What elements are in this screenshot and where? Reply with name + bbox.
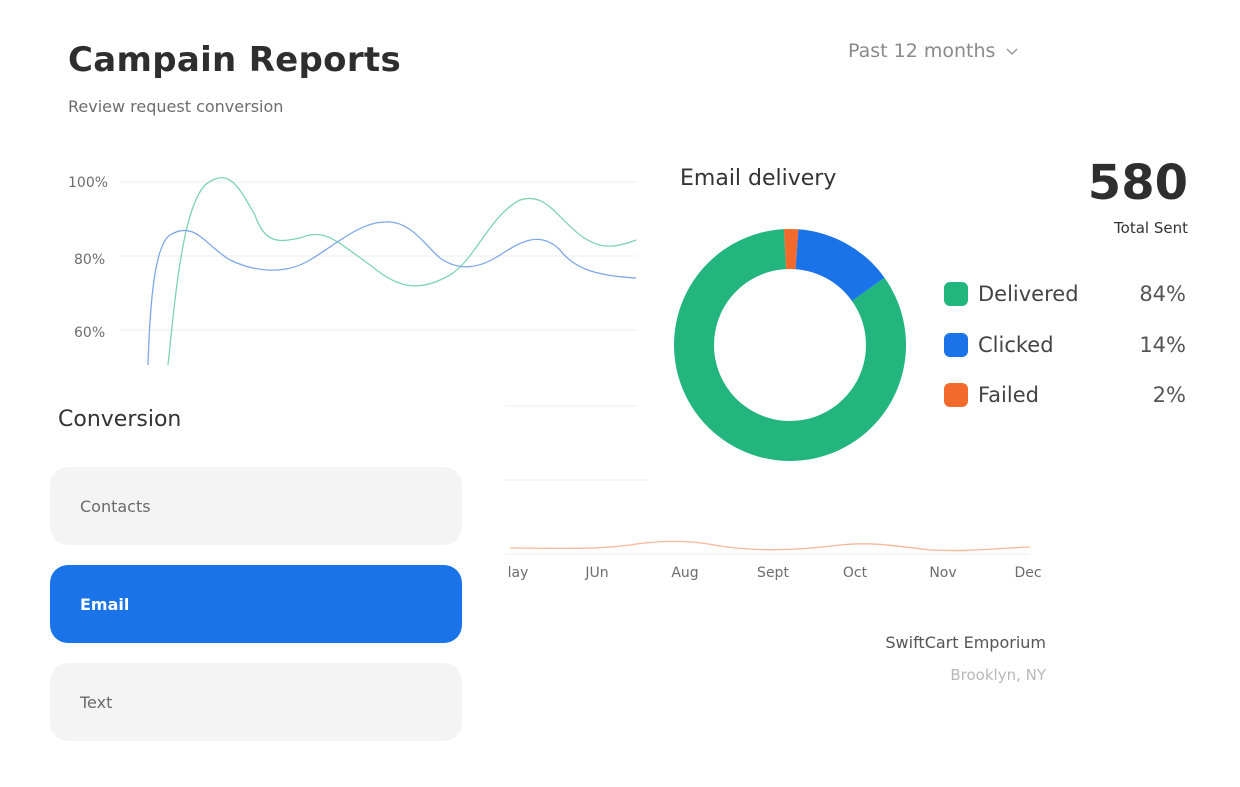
store-location: Brooklyn, NY	[950, 666, 1046, 684]
y-tick-100: 100%	[68, 175, 108, 191]
store-name: SwiftCart Emporium	[885, 633, 1046, 652]
period-dropdown[interactable]: Past 12 months	[848, 40, 1019, 62]
donut-slice-failed	[783, 229, 799, 270]
conversion-option-contacts[interactable]: Contacts	[50, 467, 462, 545]
legend-label: Delivered	[978, 282, 1079, 306]
month-label: JUn	[585, 565, 609, 581]
total-sent-label: Total Sent	[1114, 219, 1188, 237]
conversion-line-chart: 100% 80% 60%	[68, 175, 1031, 555]
conversion-option-label: Text	[80, 692, 113, 712]
page-title: Campain Reports	[68, 40, 401, 80]
donut-slice-clicked	[795, 229, 885, 301]
legend-percent: 84%	[1139, 282, 1186, 306]
legend-item-failed: Failed 2%	[944, 380, 1186, 410]
legend-swatch	[944, 383, 968, 407]
month-label: Nov	[929, 565, 957, 581]
line-series-blue	[147, 221, 637, 366]
total-sent-value: 580	[1087, 155, 1188, 211]
conversion-option-label: Contacts	[80, 496, 151, 516]
x-axis-months: lay JUn Aug Sept Oct Nov Dec	[490, 565, 1050, 589]
email-delivery-donut	[674, 229, 906, 461]
line-series-orange	[509, 540, 1031, 552]
conversion-option-email[interactable]: Email	[50, 565, 462, 643]
period-label: Past 12 months	[848, 40, 996, 62]
month-label: Dec	[1014, 565, 1042, 581]
legend-item-delivered: Delivered 84%	[944, 279, 1186, 309]
conversion-heading: Conversion	[58, 407, 182, 432]
chevron-down-icon	[1006, 48, 1018, 56]
legend-item-clicked: Clicked 14%	[944, 330, 1186, 360]
month-label: Aug	[671, 565, 699, 581]
month-label: Oct	[842, 565, 868, 581]
line-series-green	[167, 177, 637, 366]
donut-slice-delivered	[674, 229, 906, 461]
y-tick-80: 80%	[74, 252, 105, 268]
month-label: Sept	[757, 565, 789, 581]
legend-swatch	[944, 333, 968, 357]
conversion-option-text[interactable]: Text	[50, 663, 462, 741]
legend-swatch	[944, 282, 968, 306]
page-subtitle: Review request conversion	[68, 97, 284, 116]
month-label: lay	[507, 565, 529, 581]
legend-label: Failed	[978, 383, 1039, 407]
legend-percent: 14%	[1139, 333, 1186, 357]
legend-label: Clicked	[978, 333, 1054, 357]
legend-percent: 2%	[1152, 383, 1186, 407]
conversion-option-label: Email	[80, 594, 130, 614]
y-tick-60: 60%	[74, 325, 105, 341]
email-delivery-heading: Email delivery	[680, 166, 837, 191]
